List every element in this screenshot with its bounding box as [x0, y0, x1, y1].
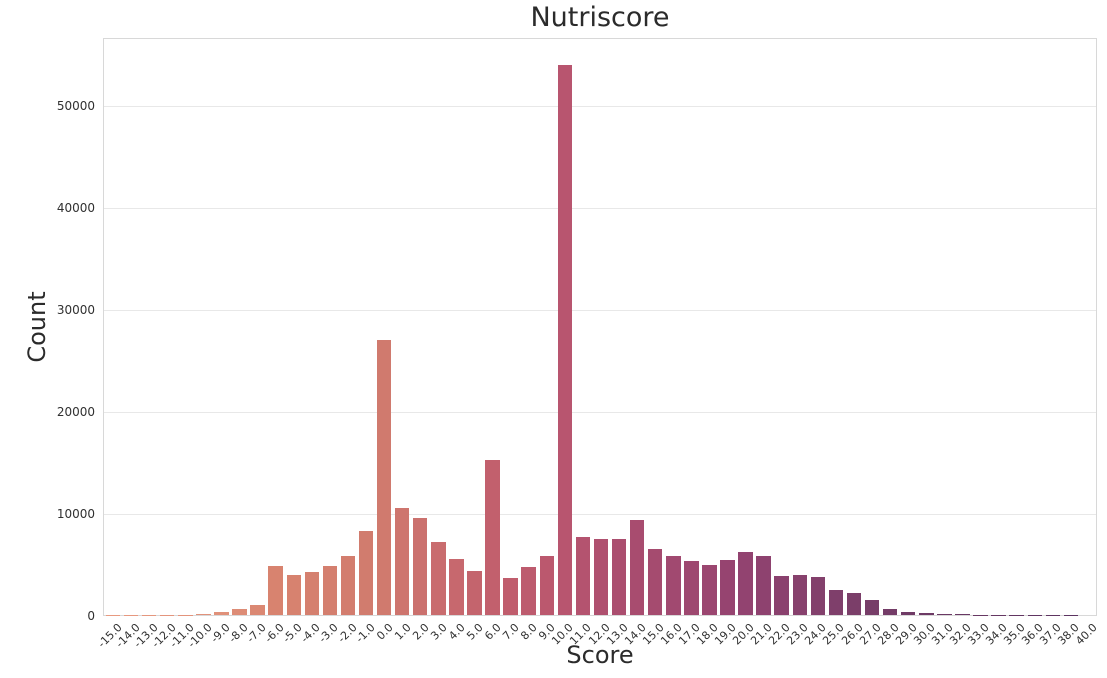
- bar-23.0: [792, 574, 808, 615]
- gridline: [104, 412, 1096, 414]
- gridline: [104, 310, 1096, 312]
- bar-27.0: [864, 600, 880, 615]
- bar-11.0: [575, 537, 591, 615]
- y-tick-label: 0: [87, 609, 95, 623]
- bar-14.0: [629, 520, 645, 615]
- bar--3.0: [322, 565, 338, 615]
- bar-15.0: [647, 549, 663, 615]
- chart-title: Nutriscore: [530, 2, 670, 33]
- bar-3.0: [431, 542, 446, 615]
- bar--5.0: [286, 575, 301, 615]
- bar-8.0: [521, 567, 536, 615]
- gridline: [104, 208, 1096, 210]
- bar--10.0: [196, 614, 211, 615]
- bar-7.0: [503, 577, 518, 615]
- bar-9.0: [539, 555, 554, 615]
- y-tick-label: 50000: [56, 99, 95, 114]
- bar-2.0: [413, 517, 428, 615]
- bar-31.0: [937, 614, 952, 615]
- bar-22.0: [774, 576, 789, 615]
- bar-1.0: [394, 508, 410, 615]
- bar-10.0: [557, 64, 573, 615]
- bar-29.0: [901, 611, 916, 615]
- gridline: [104, 514, 1096, 516]
- x-axis-label: Score: [566, 641, 634, 669]
- bar-19.0: [720, 559, 735, 615]
- bar--8.0: [232, 608, 247, 615]
- y-axis-label: Count: [23, 291, 51, 363]
- bar-20.0: [738, 552, 753, 615]
- bar-24.0: [810, 577, 826, 615]
- y-tick-label: 10000: [56, 507, 95, 522]
- bar-26.0: [846, 593, 862, 615]
- bar-5.0: [467, 571, 482, 615]
- bar-28.0: [882, 609, 898, 615]
- bar--6.0: [268, 566, 283, 615]
- bar--1.0: [358, 530, 374, 615]
- bar-30.0: [919, 612, 934, 615]
- bar-12.0: [593, 539, 609, 615]
- y-tick-label: 20000: [56, 405, 95, 420]
- bar-4.0: [449, 558, 464, 615]
- bar-21.0: [756, 555, 771, 615]
- y-tick-label: 30000: [56, 303, 95, 318]
- bar-32.0: [955, 614, 970, 615]
- y-tick-label: 40000: [56, 201, 95, 216]
- bar-6.0: [485, 460, 500, 615]
- bar-13.0: [611, 538, 627, 615]
- bar--9.0: [214, 612, 229, 615]
- bar-17.0: [684, 561, 699, 615]
- plot-area: [103, 38, 1097, 616]
- bar--7.0: [250, 604, 265, 615]
- gridline: [104, 106, 1096, 108]
- bar-0.0: [376, 339, 392, 615]
- bar--2.0: [340, 555, 356, 615]
- bar-16.0: [666, 555, 681, 615]
- bar-25.0: [828, 590, 844, 615]
- bar-18.0: [702, 565, 717, 615]
- bar--4.0: [304, 571, 320, 615]
